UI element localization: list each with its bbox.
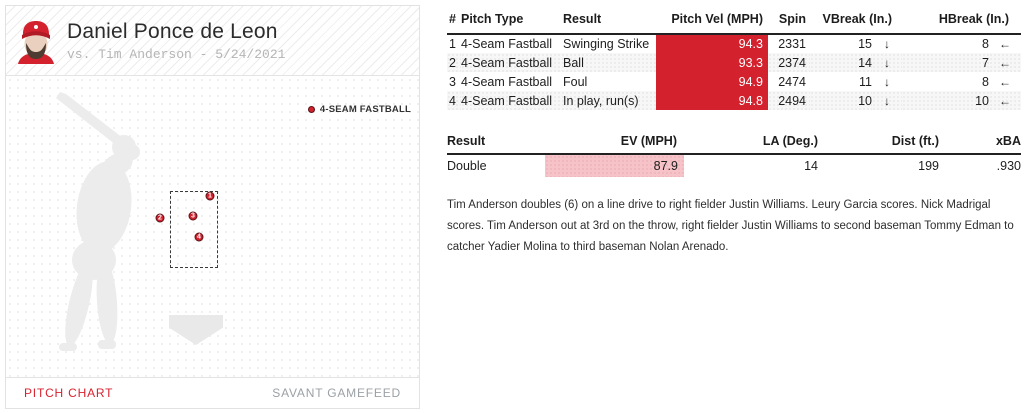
vbreak-value: 11 [859,74,872,89]
pitch-velocity: 94.9 [656,72,768,91]
result-table-header-row: Result EV (MPH) LA (Deg.) Dist (ft.) xBA [447,129,1021,155]
header-text: Daniel Ponce de Leon vs. Tim Anderson - … [67,20,285,62]
vbreak-value: 15 [858,37,872,51]
hbreak-value: 7 [902,53,989,72]
pitch-type-legend: 4-SEAM FASTBALL [307,104,411,115]
card-footer: PITCH CHART SAVANT GAMEFEED [6,377,419,408]
pitch-table: # Pitch Type Result Pitch Vel (MPH) Spin… [447,5,1021,110]
play-description: Tim Anderson doubles (6) on a line drive… [447,199,1014,253]
card-header: Daniel Ponce de Leon vs. Tim Anderson - … [6,6,419,76]
dist-value: 199 [918,159,939,173]
pitch-table-header-row: # Pitch Type Result Pitch Vel (MPH) Spin… [447,5,1021,35]
arrow-left-icon: ← [989,91,1021,110]
col-header-hbreak: HBreak (In.) [902,5,1021,35]
pitch-result: Swinging Strike [563,37,650,51]
tab-pitch-chart[interactable]: PITCH CHART [24,386,114,400]
result-table: Result EV (MPH) LA (Deg.) Dist (ft.) xBA… [447,129,1021,177]
col-header-ev: EV (MPH) [545,129,684,155]
la-value: 14 [804,159,818,173]
pitch-chart-area: 1 2 3 4 4-SEAM FASTBALL [6,76,419,377]
pitch-marker-label: 1 [208,192,212,200]
hbreak-value: 8 [982,37,989,51]
result-value: Double [447,159,487,173]
arrow-down-icon: ↓ [884,37,890,51]
col-header-pitch-vel: Pitch Vel (MPH) [656,5,768,35]
pitch-marker[interactable]: 4 [194,232,204,242]
home-plate [169,315,223,345]
pitch-spin: 2374 [768,53,810,72]
player-headshot [18,20,54,64]
col-header-result: Result [561,5,656,35]
col-header-pitch-type: Pitch Type [461,5,561,35]
arrow-down-icon: ↓ [884,74,890,89]
table-row: 1 4-Seam Fastball Swinging Strike 94.3 2… [447,34,1021,53]
col-header-dist: Dist (ft.) [818,129,939,155]
matchup-subtitle: vs. Tim Anderson - 5/24/2021 [67,46,286,62]
batter-silhouette-icon [56,92,140,351]
pitch-marker-label: 4 [197,233,201,241]
hbreak-value: 8 [982,74,989,89]
pitch-spin: 2474 [778,74,806,89]
pitch-marker[interactable]: 2 [155,213,165,223]
arrow-left-icon: ← [989,53,1021,72]
pitch-type-dot-icon [307,106,315,113]
col-header-spin: Spin [768,5,810,35]
arrow-left-icon: ← [999,74,1011,89]
xba-value: .930 [996,159,1021,173]
table-row: 4 4-Seam Fastball In play, run(s) 94.8 2… [447,91,1021,110]
table-row: Double 87.9 14 199 .930 [447,154,1021,177]
arrow-down-icon: ↓ [872,53,902,72]
pitch-chart-card: Daniel Ponce de Leon vs. Tim Anderson - … [5,5,420,409]
legend-label: 4-SEAM FASTBALL [319,104,411,115]
pitch-type: 4-Seam Fastball [461,91,561,110]
table-row: 2 4-Seam Fastball Ball 93.3 2374 14 ↓ 7 … [447,53,1021,72]
col-header-num: # [447,5,461,35]
pitch-velocity: 94.8 [656,91,768,110]
table-row: 3 4-Seam Fastball Foul 94.9 2474 11 ↓ 8 … [447,72,1021,91]
pitch-num: 2 [447,53,461,72]
pitch-velocity: 94.3 [656,34,768,53]
col-header-result: Result [447,129,545,155]
col-header-la: LA (Deg.) [684,129,818,155]
pitch-num: 1 [449,37,456,51]
pitch-num: 3 [449,74,456,89]
pitch-spin: 2494 [768,91,810,110]
pitch-type: 4-Seam Fastball [461,74,553,89]
gamefeed-detail-panel: # Pitch Type Result Pitch Vel (MPH) Spin… [447,5,1021,258]
pitch-type: 4-Seam Fastball [461,53,561,72]
pitch-result: Ball [561,53,656,72]
pitch-marker[interactable]: 3 [188,211,198,221]
pitch-result: In play, run(s) [561,91,656,110]
link-savant-gamefeed[interactable]: SAVANT GAMEFEED [272,386,401,400]
page-title: Daniel Ponce de Leon [67,19,278,43]
vbreak-value: 14 [810,53,872,72]
pitch-marker[interactable]: 1 [205,191,215,201]
pitch-num: 4 [447,91,461,110]
strike-zone [170,191,218,268]
pitch-marker-label: 2 [158,214,162,222]
arrow-down-icon: ↓ [872,91,902,110]
pitch-spin: 2331 [778,37,806,51]
vbreak-value: 10 [810,91,872,110]
col-header-xba: xBA [939,129,1021,155]
arrow-left-icon: ← [999,37,1011,51]
pitch-marker-label: 3 [191,212,195,220]
pitch-velocity: 93.3 [656,53,768,72]
pitch-result: Foul [563,74,588,89]
hbreak-value: 10 [902,91,989,110]
pitch-type: 4-Seam Fastball [461,37,553,51]
col-header-vbreak: VBreak (In.) [810,5,902,35]
ev-value: 87.9 [545,154,684,177]
